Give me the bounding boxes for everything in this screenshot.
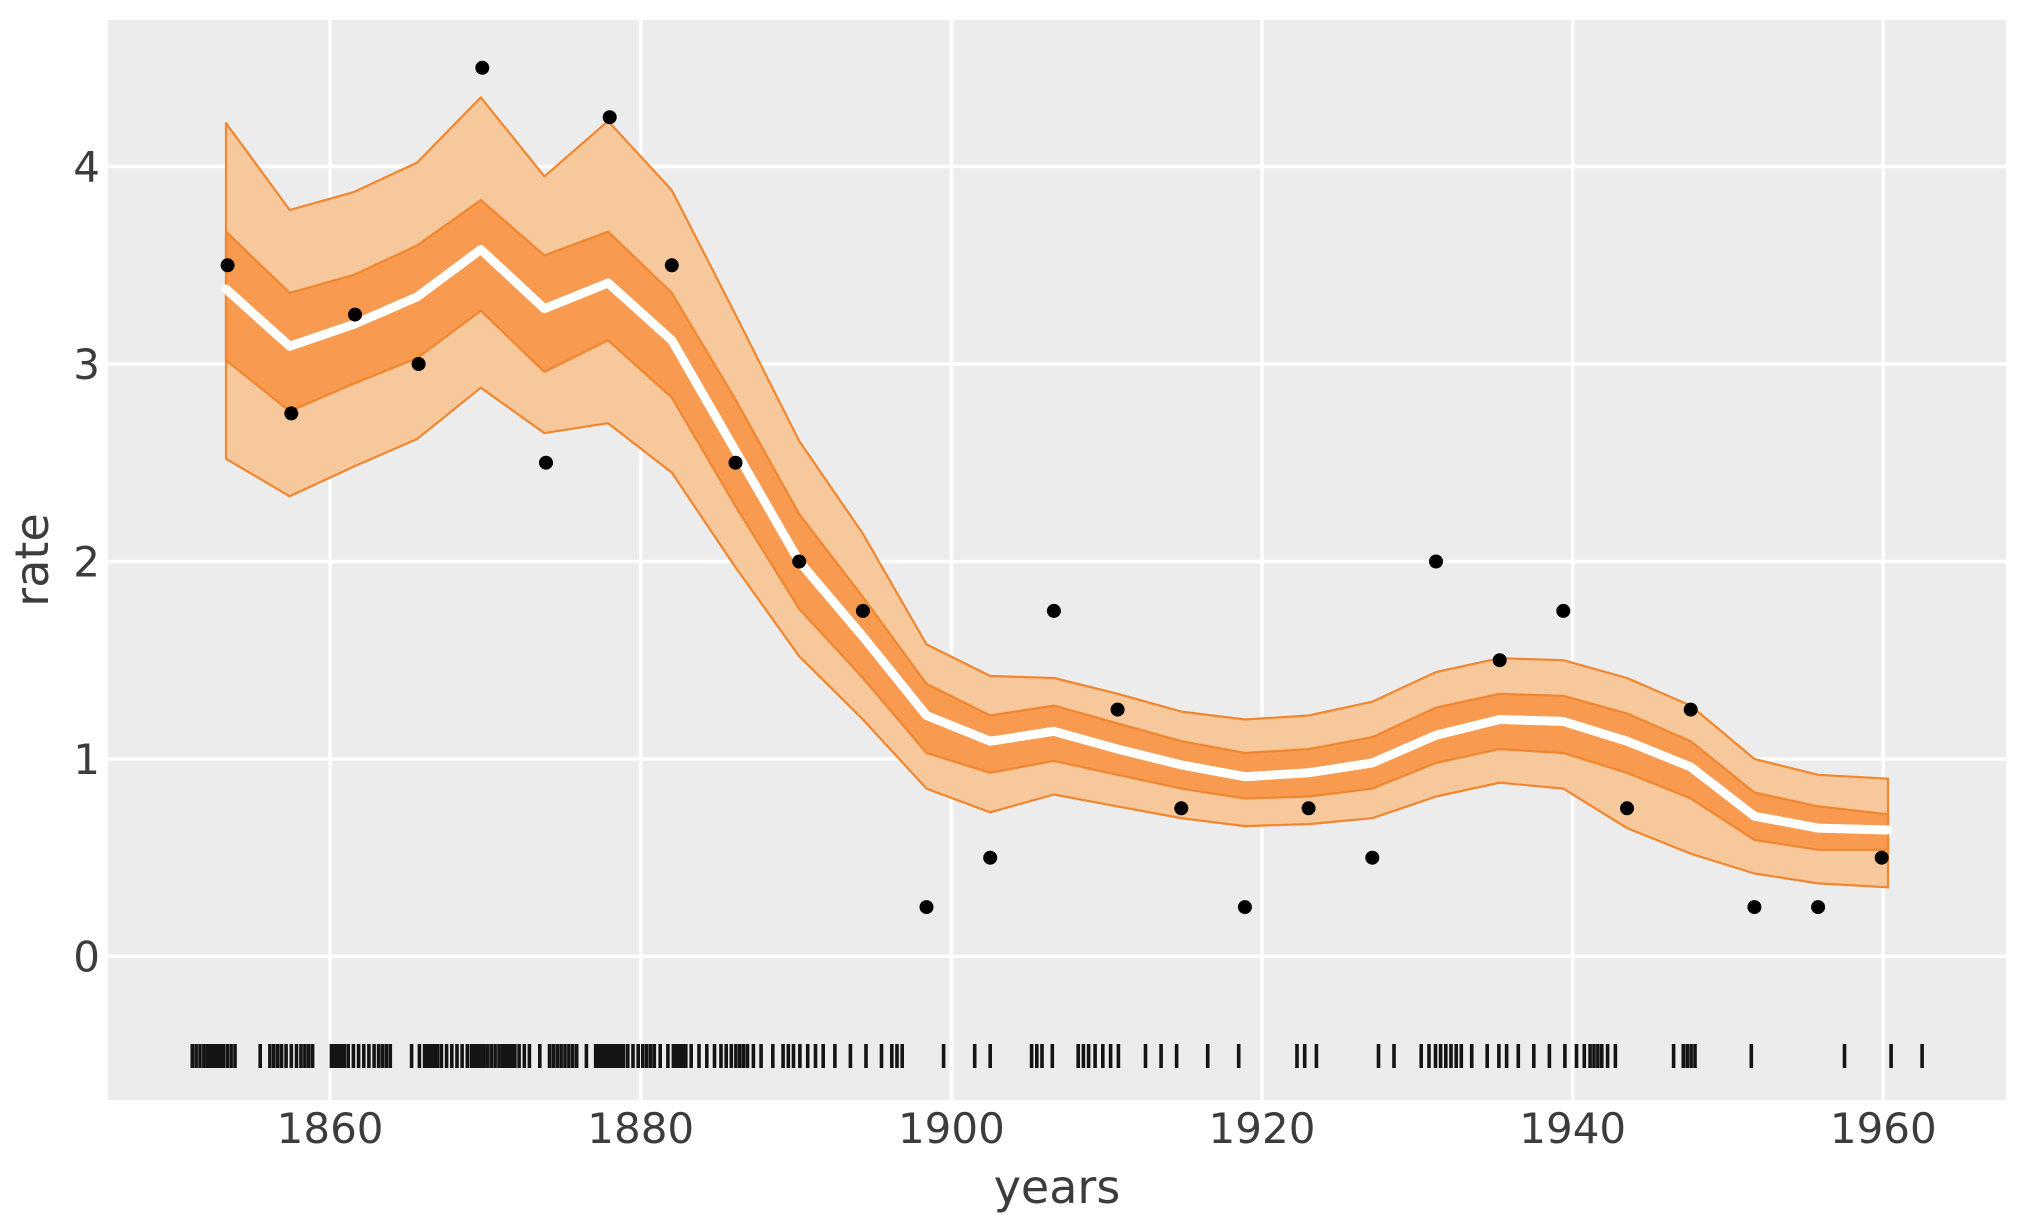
scatter-point [1365, 850, 1380, 865]
inner-credible-band [224, 199, 1890, 851]
x-axis-tick-label: 1920 [1209, 1104, 1316, 1153]
plot-area: 1860 1880 1900 1920 1940 1960 0 1 2 3 4 [73, 20, 2006, 1153]
x-axis-tick-label: 1940 [1519, 1104, 1626, 1153]
scatter-point [1301, 801, 1316, 816]
scatter-point [220, 258, 235, 273]
scatter-point [855, 603, 870, 618]
y-axis-title: rate [5, 513, 59, 606]
scatter-point [284, 406, 299, 421]
scatter-point [1683, 702, 1698, 717]
scatter-point [1747, 900, 1762, 915]
y-axis-tick-label: 4 [73, 143, 100, 192]
y-axis-tick-label: 1 [73, 735, 100, 784]
scatter-point [1874, 850, 1889, 865]
scatter-point [1237, 900, 1252, 915]
scatter-point [1110, 702, 1125, 717]
scatter-point [792, 554, 807, 569]
scatter-point [983, 850, 998, 865]
x-axis-title: years [994, 1160, 1121, 1214]
scatter-point [348, 307, 362, 322]
scatter-point [411, 357, 426, 371]
posterior-mean-line [221, 245, 1893, 835]
scatter-point [1429, 554, 1443, 569]
y-axis-tick-label: 2 [73, 538, 100, 587]
x-axis-tick-label: 1960 [1830, 1104, 1937, 1153]
y-axis-tick-label: 3 [73, 340, 100, 389]
scatter-point [1492, 653, 1507, 668]
y-axis-tick-label: 0 [73, 932, 100, 981]
scatter-point [475, 60, 490, 75]
x-axis-tick-label: 1880 [587, 1104, 694, 1153]
scatter-point [664, 258, 679, 273]
x-axis-tick-label: 1900 [898, 1104, 1005, 1153]
scatter-point [728, 455, 743, 470]
scatter-point [539, 455, 553, 470]
scatter-point [1046, 603, 1061, 618]
scatter-point [1174, 801, 1189, 816]
scatter-point [1556, 603, 1571, 618]
scatter-point [1620, 801, 1634, 816]
scatter-point [1811, 900, 1826, 915]
scatter-point [919, 900, 934, 915]
scatter-point [602, 110, 617, 125]
x-axis-tick-label: 1860 [277, 1104, 384, 1153]
